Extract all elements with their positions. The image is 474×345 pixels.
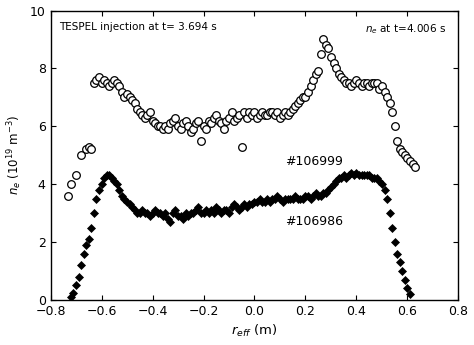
Text: TESPEL injection at t= 3.694 s: TESPEL injection at t= 3.694 s	[59, 22, 217, 32]
Y-axis label: $n_e$ ($10^{19}$ m$^{-3}$): $n_e$ ($10^{19}$ m$^{-3}$)	[6, 115, 24, 196]
Text: #106999: #106999	[285, 155, 343, 168]
X-axis label: $r_{eff}$ (m): $r_{eff}$ (m)	[231, 323, 278, 339]
Text: #106986: #106986	[285, 215, 343, 228]
Text: $n_e$ at t=4.006 s: $n_e$ at t=4.006 s	[365, 22, 446, 36]
